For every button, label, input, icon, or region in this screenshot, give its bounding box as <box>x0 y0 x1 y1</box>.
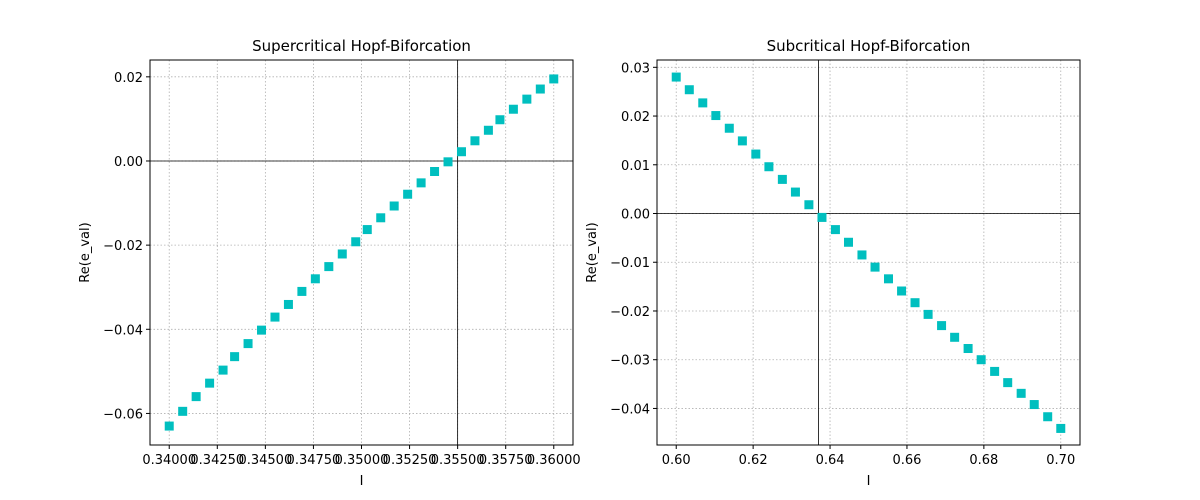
y-tick-label: 0.03 <box>621 61 650 76</box>
data-point <box>522 94 532 104</box>
y-tick-label: 0.00 <box>621 208 650 223</box>
x-tick-label: 0.60 <box>662 453 691 468</box>
data-point <box>937 321 947 331</box>
data-point <box>684 85 694 95</box>
data-point <box>416 178 426 188</box>
x-tick-label: 0.35000 <box>335 453 389 468</box>
data-point <box>751 149 761 159</box>
chart-supercritical: 0.340000.342500.345000.347500.350000.352… <box>78 37 581 489</box>
data-point <box>549 74 559 84</box>
data-point <box>362 225 372 235</box>
x-tick-label: 0.68 <box>969 453 998 468</box>
data-point <box>910 298 920 308</box>
data-point <box>376 213 386 223</box>
data-point <box>456 147 466 157</box>
x-tick-label: 0.34250 <box>190 453 244 468</box>
data-point <box>963 344 973 354</box>
data-point <box>671 72 681 82</box>
y-axis-label: Re(e_val) <box>585 222 600 282</box>
data-point <box>737 136 747 146</box>
data-point <box>724 123 734 133</box>
data-point <box>257 325 267 335</box>
data-point <box>470 136 480 146</box>
data-point <box>178 406 188 416</box>
x-axis-label: I <box>360 474 364 489</box>
y-tick-label: 0.01 <box>621 159 650 174</box>
data-point <box>283 299 293 309</box>
y-tick-label: 0.00 <box>114 155 143 170</box>
data-point <box>230 352 240 362</box>
x-tick-label: 0.70 <box>1046 453 1075 468</box>
data-point <box>403 189 413 199</box>
y-tick-label: −0.02 <box>610 305 650 320</box>
data-point <box>508 104 518 114</box>
data-point <box>430 167 440 177</box>
y-tick-label: 0.02 <box>621 110 650 125</box>
data-point <box>976 355 986 365</box>
y-tick-label: −0.02 <box>103 239 143 254</box>
data-point <box>870 262 880 272</box>
data-point <box>389 201 399 211</box>
data-point <box>923 309 933 319</box>
y-tick-label: −0.04 <box>610 402 650 417</box>
data-point <box>443 157 453 167</box>
data-point <box>711 111 721 121</box>
y-tick-label: 0.02 <box>114 71 143 86</box>
data-point <box>297 286 307 296</box>
x-tick-label: 0.35750 <box>479 453 533 468</box>
data-point <box>164 421 174 431</box>
x-tick-label: 0.34500 <box>238 453 292 468</box>
x-tick-label: 0.66 <box>892 453 921 468</box>
x-tick-label: 0.34000 <box>142 453 196 468</box>
y-tick-label: −0.04 <box>103 323 143 338</box>
data-point <box>1016 388 1026 398</box>
data-point <box>191 392 201 402</box>
x-tick-label: 0.35250 <box>383 453 437 468</box>
data-point <box>1043 412 1053 422</box>
data-point <box>817 212 827 222</box>
plot-frame <box>656 59 1081 446</box>
data-point <box>483 125 493 135</box>
data-point <box>857 250 867 260</box>
data-point <box>804 200 814 210</box>
data-point <box>495 115 505 125</box>
data-point <box>1056 423 1066 433</box>
data-point <box>351 237 361 247</box>
x-tick-label: 0.62 <box>739 453 768 468</box>
data-point <box>1029 400 1039 410</box>
data-point <box>535 84 545 94</box>
x-tick-label: 0.36000 <box>527 453 581 468</box>
data-point <box>218 365 228 375</box>
data-point <box>990 366 1000 376</box>
y-tick-label: −0.01 <box>610 256 650 271</box>
x-axis-label: I <box>867 474 871 489</box>
data-point <box>950 332 960 342</box>
data-point <box>883 274 893 284</box>
y-tick-label: −0.06 <box>103 407 143 422</box>
x-tick-label: 0.34750 <box>287 453 341 468</box>
data-point <box>777 174 787 184</box>
data-point <box>243 339 253 349</box>
data-point <box>897 286 907 296</box>
chart-subcritical: 0.60 0.62 0.64 0.66 0.68 0.70 −0.04 −0.03 −0.02 −… <box>585 37 1081 489</box>
data-point <box>790 187 800 197</box>
data-point <box>310 274 320 284</box>
data-point <box>698 98 708 108</box>
data-point <box>764 162 774 172</box>
data-point <box>205 378 215 388</box>
y-tick-label: −0.03 <box>610 354 650 369</box>
chart-title: Supercritical Hopf-Biforcation <box>252 37 471 55</box>
y-axis-label: Re(e_val) <box>78 222 93 282</box>
data-point <box>324 262 334 272</box>
data-point <box>337 249 347 259</box>
data-point <box>270 312 280 322</box>
data-point <box>1003 378 1013 388</box>
data-point <box>830 225 840 235</box>
x-tick-label: 0.64 <box>816 453 845 468</box>
x-tick-label: 0.35500 <box>431 453 485 468</box>
chart-title: Subcritical Hopf-Biforcation <box>767 37 971 55</box>
data-point <box>844 237 854 247</box>
